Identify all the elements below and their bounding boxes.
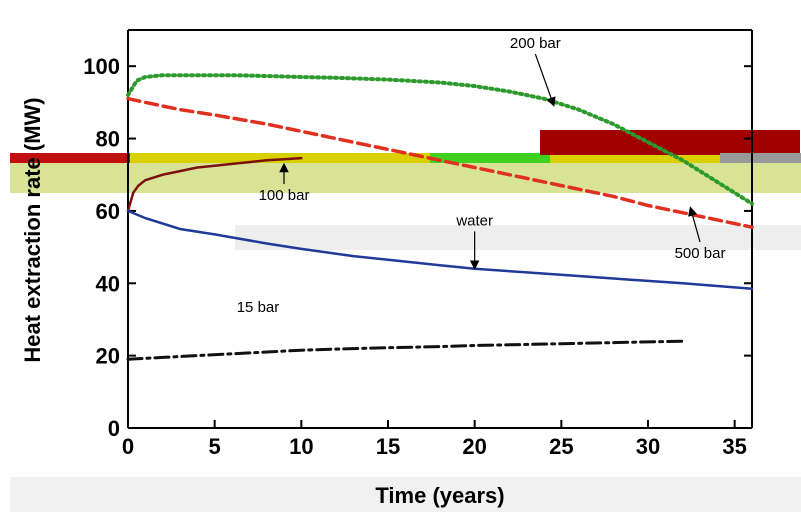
- x-label-band: [10, 477, 801, 512]
- x-axis-label: Time (years): [375, 483, 504, 508]
- series-line-500-bar: [126, 96, 754, 229]
- y-tick-label: 100: [83, 54, 120, 79]
- series-line-water: [126, 209, 754, 290]
- x-tick-label: 25: [549, 434, 573, 459]
- x-tick-label: 20: [462, 434, 486, 459]
- y-axis: 0 20 40 60 80 100: [83, 54, 752, 441]
- y-tick-label: 80: [96, 127, 120, 152]
- y-tick-label: 60: [96, 199, 120, 224]
- y-tick-label: 0: [108, 416, 120, 441]
- series-line-200-bar: [126, 73, 754, 206]
- annotation-arrow: [688, 206, 701, 243]
- annotations: 200 bar 100 bar water 500 bar 15 bar: [237, 35, 726, 316]
- annotation-label: 100 bar: [259, 187, 310, 204]
- x-tick-label: 10: [289, 434, 313, 459]
- plot-frame: [127, 29, 753, 429]
- x-tick-label: 15: [376, 434, 400, 459]
- series-layer: [126, 73, 754, 361]
- series-line-100-bar: [126, 156, 303, 213]
- annotation-arrow: [534, 53, 556, 107]
- y-tick-label: 20: [96, 344, 120, 369]
- annotation-label: 15 bar: [237, 299, 280, 316]
- x-tick-label: 0: [122, 434, 134, 459]
- x-tick-label: 35: [722, 434, 746, 459]
- y-tick-label: 40: [96, 271, 120, 296]
- annotation-label: 500 bar: [675, 245, 726, 262]
- series-line-15-bar: [126, 339, 685, 361]
- artifact-strip: [10, 130, 801, 250]
- annotation-label: 200 bar: [510, 35, 561, 52]
- x-tick-label: 5: [209, 434, 221, 459]
- y-axis-label: Heat extraction rate (MW): [20, 97, 45, 362]
- annotation-label: water: [455, 212, 493, 229]
- x-axis: 0 5 10 15 20 25 30 35: [122, 420, 747, 459]
- x-tick-label: 30: [636, 434, 660, 459]
